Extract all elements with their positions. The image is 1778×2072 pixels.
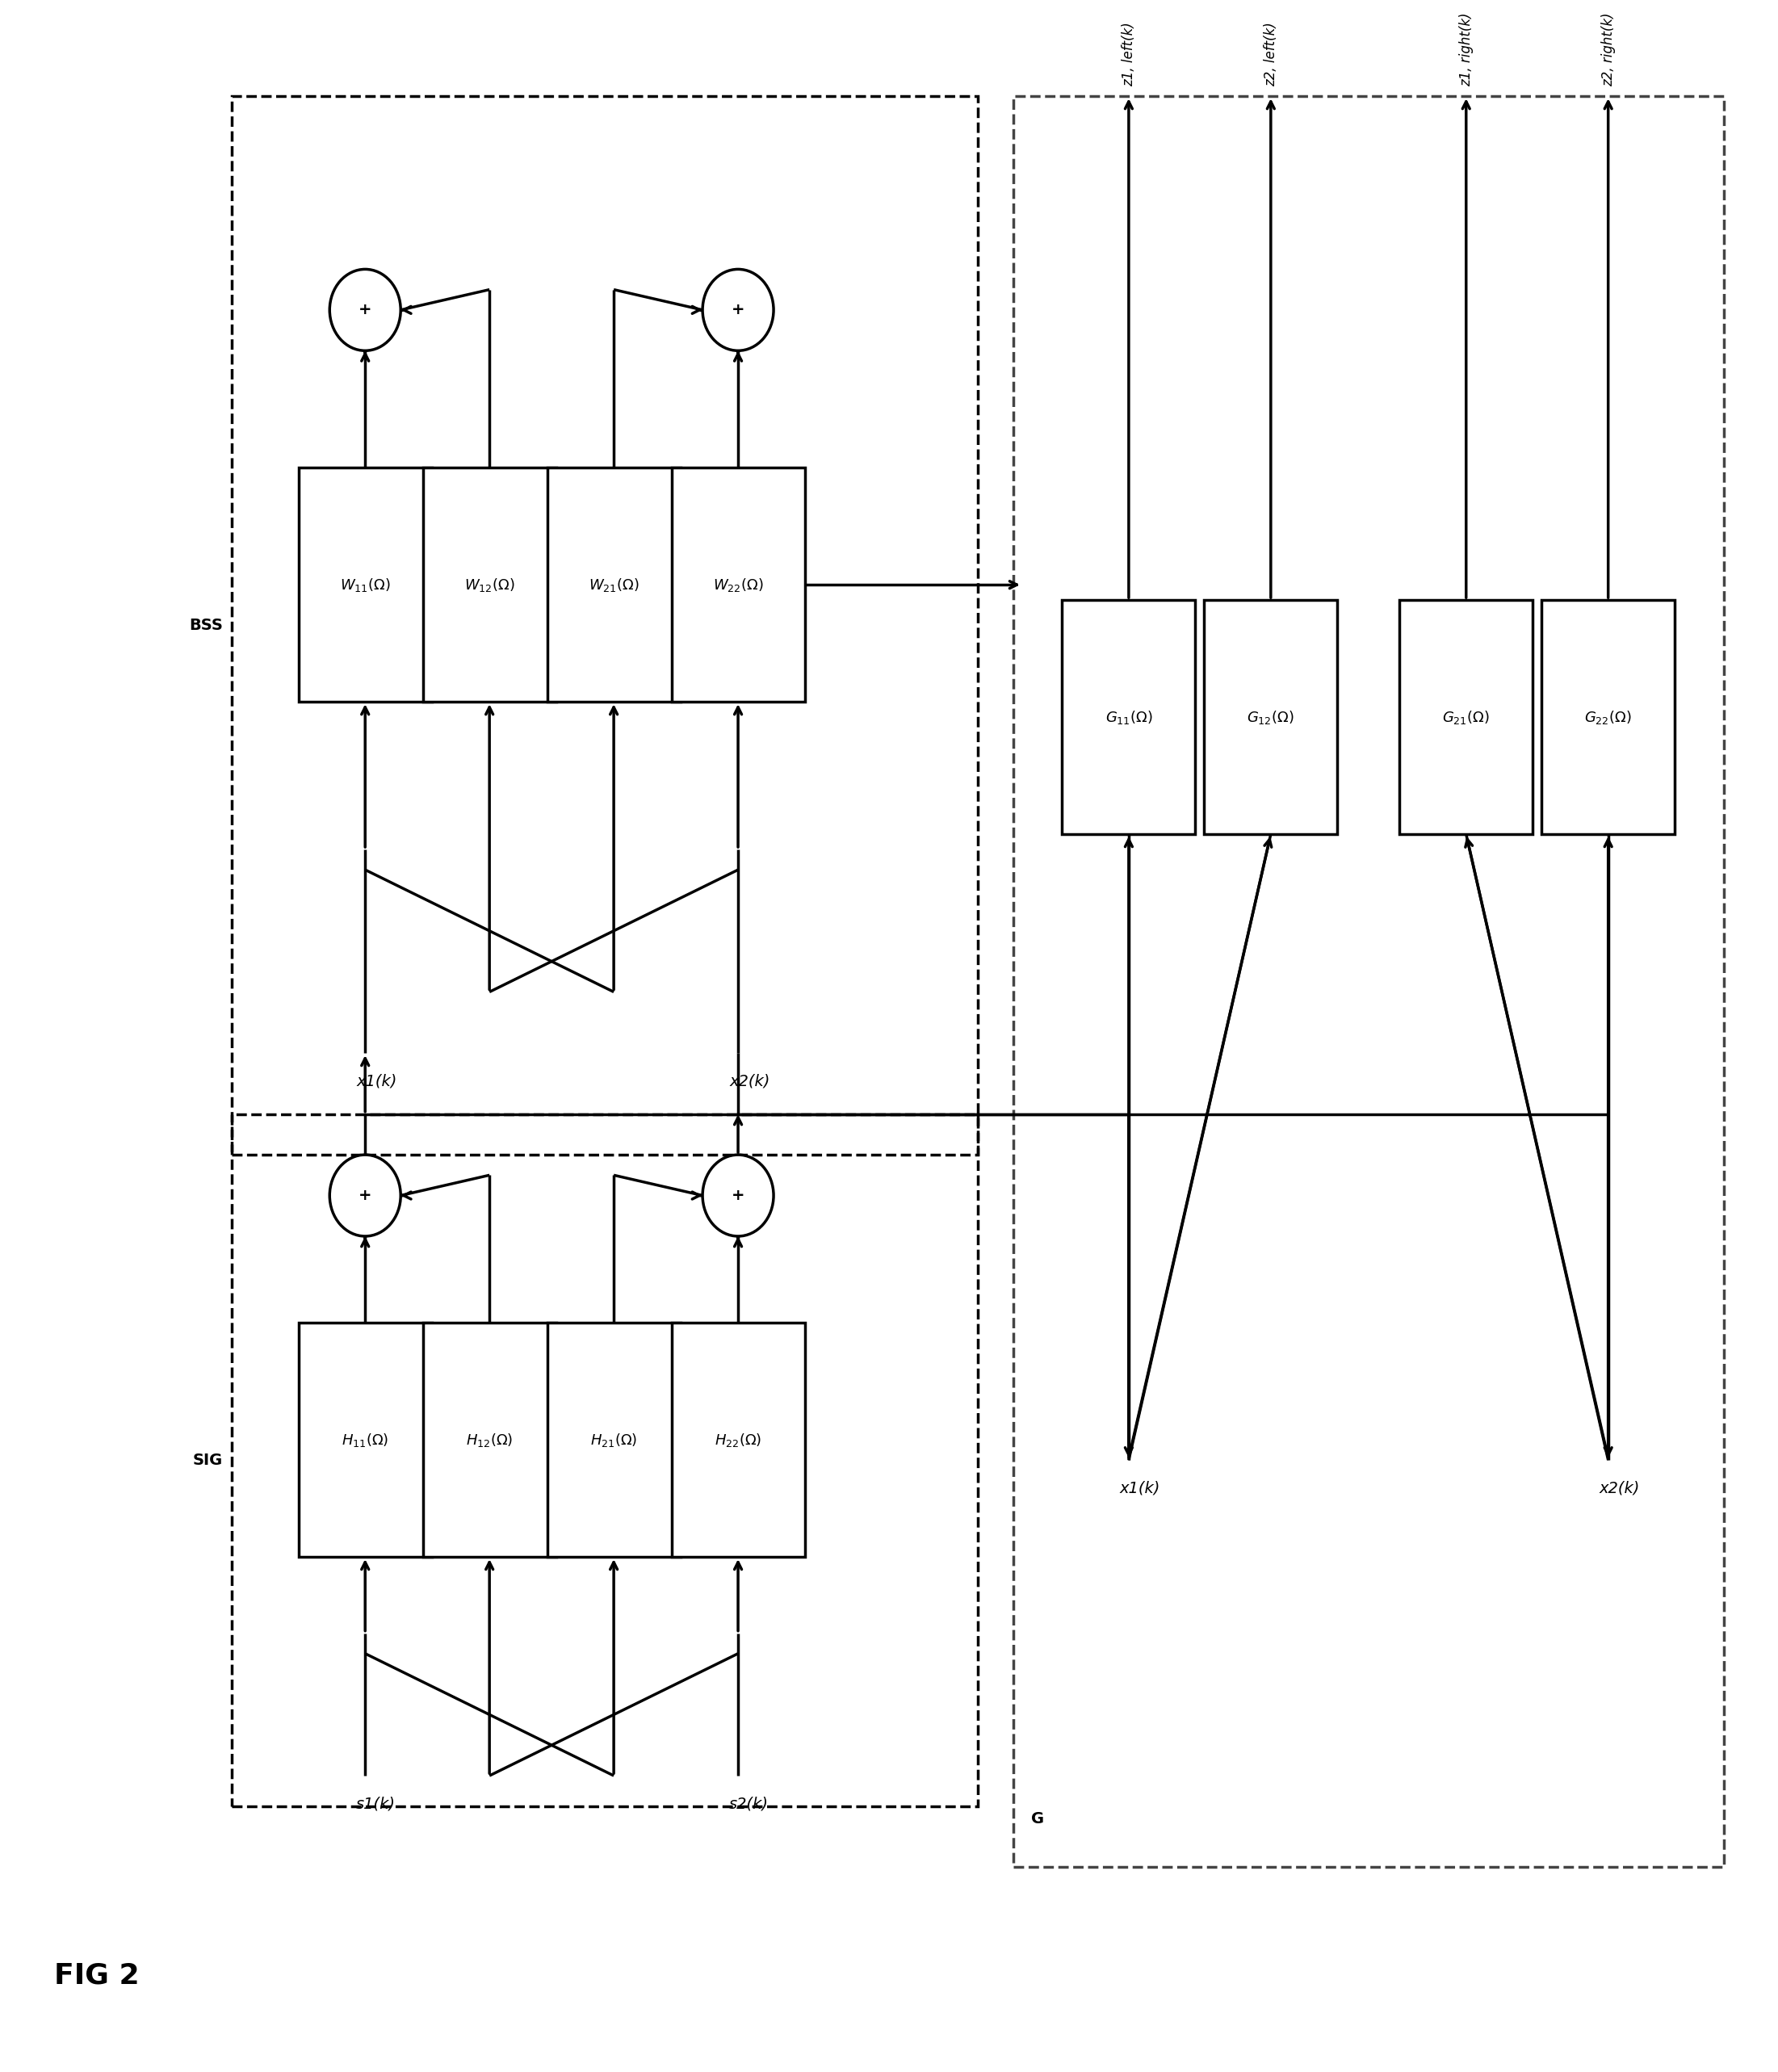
Text: x1(k): x1(k) (356, 1073, 396, 1088)
Text: +: + (731, 303, 745, 317)
FancyBboxPatch shape (1542, 601, 1675, 835)
Text: +: + (359, 1187, 372, 1204)
Text: SIG: SIG (194, 1452, 222, 1467)
FancyBboxPatch shape (299, 1322, 432, 1556)
Text: $W_{21}(\Omega)$: $W_{21}(\Omega)$ (589, 576, 638, 593)
FancyBboxPatch shape (1204, 601, 1337, 835)
Text: G: G (1031, 1811, 1044, 1828)
Text: $G_{11}(\Omega)$: $G_{11}(\Omega)$ (1104, 709, 1152, 725)
Text: $W_{12}(\Omega)$: $W_{12}(\Omega)$ (464, 576, 514, 593)
Text: $G_{22}(\Omega)$: $G_{22}(\Omega)$ (1584, 709, 1632, 725)
Text: z2, left(k): z2, left(k) (1264, 21, 1278, 87)
FancyBboxPatch shape (423, 1322, 557, 1556)
Text: z2, right(k): z2, right(k) (1600, 12, 1616, 87)
Text: z1, left(k): z1, left(k) (1122, 21, 1136, 87)
Text: BSS: BSS (188, 617, 222, 634)
FancyBboxPatch shape (299, 468, 432, 702)
Text: $H_{12}(\Omega)$: $H_{12}(\Omega)$ (466, 1432, 514, 1448)
Text: $H_{21}(\Omega)$: $H_{21}(\Omega)$ (590, 1432, 637, 1448)
Text: x2(k): x2(k) (1598, 1481, 1639, 1496)
FancyBboxPatch shape (548, 1322, 681, 1556)
Text: x2(k): x2(k) (729, 1073, 770, 1088)
Circle shape (702, 1154, 773, 1237)
Text: $G_{21}(\Omega)$: $G_{21}(\Omega)$ (1442, 709, 1490, 725)
Text: s1(k): s1(k) (356, 1796, 396, 1811)
FancyBboxPatch shape (1399, 601, 1533, 835)
Text: $H_{11}(\Omega)$: $H_{11}(\Omega)$ (341, 1432, 389, 1448)
FancyBboxPatch shape (423, 468, 557, 702)
FancyBboxPatch shape (1061, 601, 1195, 835)
Text: +: + (731, 1187, 745, 1204)
Text: $H_{22}(\Omega)$: $H_{22}(\Omega)$ (715, 1432, 761, 1448)
Circle shape (329, 1154, 400, 1237)
Text: +: + (359, 303, 372, 317)
Text: z1, right(k): z1, right(k) (1460, 12, 1474, 87)
Text: FIG 2: FIG 2 (55, 1962, 140, 1989)
Circle shape (702, 269, 773, 350)
Text: x1(k): x1(k) (1120, 1481, 1161, 1496)
Text: $G_{12}(\Omega)$: $G_{12}(\Omega)$ (1246, 709, 1294, 725)
FancyBboxPatch shape (672, 468, 805, 702)
FancyBboxPatch shape (548, 468, 681, 702)
FancyBboxPatch shape (672, 1322, 805, 1556)
Text: $W_{22}(\Omega)$: $W_{22}(\Omega)$ (713, 576, 763, 593)
Text: $W_{11}(\Omega)$: $W_{11}(\Omega)$ (340, 576, 391, 593)
Text: s2(k): s2(k) (729, 1796, 768, 1811)
Circle shape (329, 269, 400, 350)
